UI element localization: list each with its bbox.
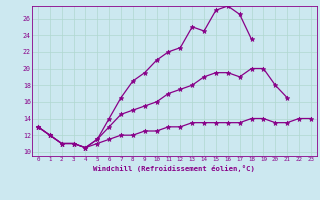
X-axis label: Windchill (Refroidissement éolien,°C): Windchill (Refroidissement éolien,°C) [93,165,255,172]
